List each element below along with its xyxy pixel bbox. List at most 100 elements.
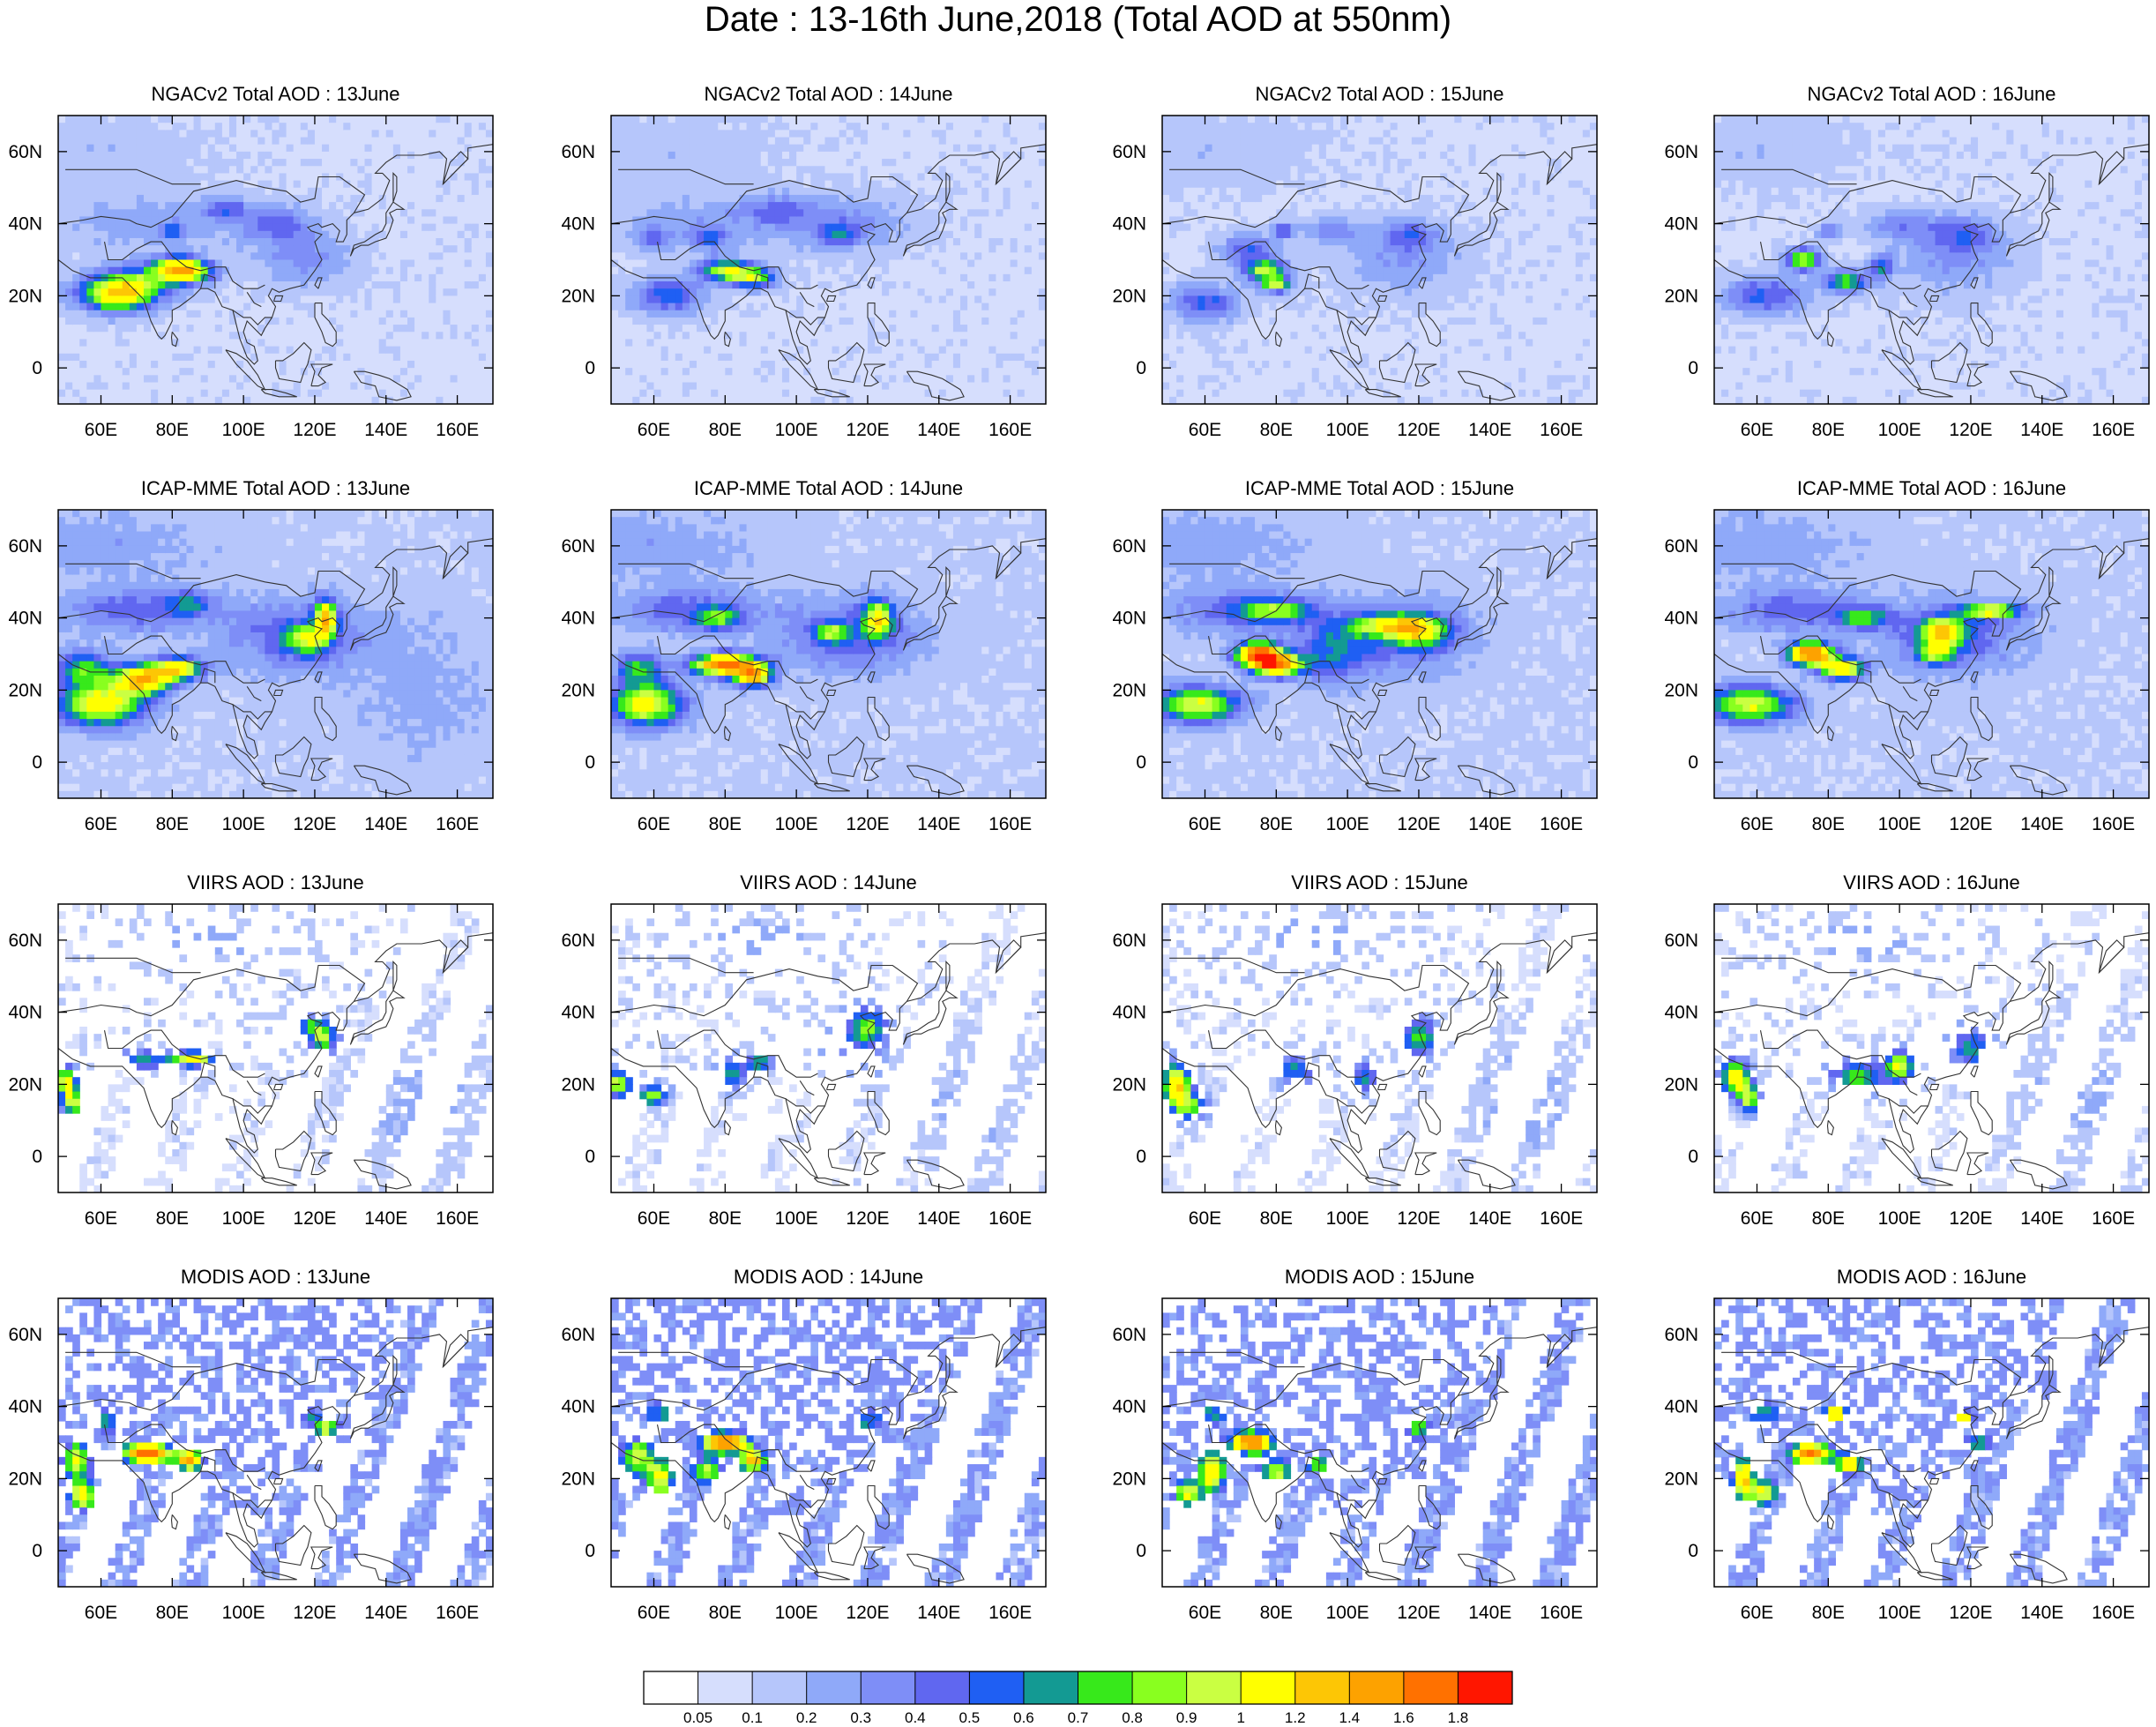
coastlines bbox=[58, 1327, 493, 1584]
x-tick-label: 100E bbox=[1878, 814, 1921, 834]
y-tick-label: 60N bbox=[1112, 142, 1146, 162]
x-tick-label: 140E bbox=[2020, 420, 2063, 440]
x-tick-label: 140E bbox=[364, 420, 407, 440]
x-tick-label: 60E bbox=[638, 420, 670, 440]
map-panel: ICAP-MME Total AOD : 16June 60E 80E 100E 120… bbox=[1664, 477, 2150, 834]
y-tick-label: 60N bbox=[1112, 931, 1146, 951]
y-tick-label: 20N bbox=[561, 680, 595, 700]
x-tick-label: 80E bbox=[156, 1603, 189, 1623]
colorbar-swatch bbox=[969, 1671, 1025, 1704]
panel-frame bbox=[57, 509, 494, 799]
map-panel: VIIRS AOD : 16June 60E 80E 100E 120E 140E 160E… bbox=[1664, 871, 2150, 1229]
x-tick-label: 120E bbox=[1949, 420, 1992, 440]
x-tick-label: 80E bbox=[1260, 1603, 1293, 1623]
x-tick-label: 80E bbox=[1812, 420, 1845, 440]
aod-field bbox=[1162, 116, 1597, 404]
x-tick-label: 160E bbox=[1540, 814, 1583, 834]
colorbar-label: 1.4 bbox=[1339, 1709, 1360, 1726]
y-tick-label: 0 bbox=[585, 358, 595, 378]
x-tick-label: 100E bbox=[1326, 814, 1369, 834]
x-tick-label: 160E bbox=[436, 420, 479, 440]
colorbar-label: 0.9 bbox=[1176, 1709, 1197, 1726]
y-tick-label: 20N bbox=[1664, 1469, 1698, 1489]
panel-frame bbox=[1713, 115, 2150, 405]
panel-frame bbox=[1161, 115, 1598, 405]
y-tick-label: 60N bbox=[1664, 1325, 1698, 1345]
y-tick-label: 0 bbox=[1688, 1147, 1698, 1167]
x-tick-label: 100E bbox=[1878, 420, 1921, 440]
x-tick-label: 160E bbox=[988, 814, 1032, 834]
x-tick-label: 140E bbox=[2020, 1208, 2063, 1229]
map-panel: MODIS AOD : 14June 60E 80E 100E 120E 140E 160E… bbox=[561, 1266, 1047, 1623]
y-tick-label: 60N bbox=[1664, 536, 1698, 557]
y-tick-label: 0 bbox=[32, 358, 42, 378]
colorbar-label: 0.6 bbox=[1013, 1709, 1034, 1726]
x-tick-label: 100E bbox=[222, 420, 265, 440]
x-tick-label: 140E bbox=[917, 1208, 960, 1229]
aod-field bbox=[611, 1298, 1046, 1587]
panel-title: MODIS AOD : 16June bbox=[1837, 1266, 2026, 1288]
colorbar-swatch bbox=[914, 1671, 970, 1704]
x-tick-label: 80E bbox=[1812, 814, 1845, 834]
x-tick-label: 60E bbox=[85, 420, 117, 440]
coastlines bbox=[611, 538, 1046, 796]
x-tick-label: 140E bbox=[1468, 420, 1511, 440]
map-panel: NGACv2 Total AOD : 13June 60E 80E 100E 120E 1… bbox=[8, 83, 494, 440]
x-tick-label: 100E bbox=[1878, 1603, 1921, 1623]
coastlines bbox=[1162, 144, 1597, 401]
x-tick-label: 160E bbox=[2092, 1208, 2135, 1229]
panel-frame bbox=[1161, 509, 1598, 799]
y-tick-label: 20N bbox=[1112, 1469, 1146, 1489]
colorbar-label: 0.7 bbox=[1068, 1709, 1089, 1726]
map-panel: ICAP-MME Total AOD : 13June 60E 80E 100E 120… bbox=[8, 477, 494, 834]
y-tick-label: 40N bbox=[1112, 1397, 1146, 1417]
panel-title: MODIS AOD : 15June bbox=[1285, 1266, 1474, 1288]
y-tick-label: 20N bbox=[561, 1469, 595, 1489]
y-tick-label: 0 bbox=[32, 752, 42, 773]
x-tick-label: 60E bbox=[85, 1603, 117, 1623]
x-tick-label: 120E bbox=[846, 1208, 889, 1229]
x-tick-label: 80E bbox=[156, 1208, 189, 1229]
y-tick-label: 60N bbox=[8, 931, 42, 951]
y-tick-label: 0 bbox=[32, 1541, 42, 1561]
colorbar-label: 0.8 bbox=[1122, 1709, 1143, 1726]
x-tick-label: 60E bbox=[1741, 1603, 1773, 1623]
aod-field bbox=[611, 116, 1046, 404]
x-tick-label: 80E bbox=[1812, 1208, 1845, 1229]
x-tick-label: 120E bbox=[293, 420, 336, 440]
colorbar-swatch bbox=[698, 1671, 753, 1704]
x-tick-label: 60E bbox=[1741, 1208, 1773, 1229]
colorbar-label: 1.2 bbox=[1285, 1709, 1306, 1726]
x-tick-label: 140E bbox=[917, 1603, 960, 1623]
panel-title: VIIRS AOD : 16June bbox=[1843, 871, 2020, 893]
x-tick-label: 120E bbox=[293, 1208, 336, 1229]
y-tick-label: 20N bbox=[1664, 1074, 1698, 1095]
coastlines bbox=[1162, 538, 1597, 796]
y-tick-label: 60N bbox=[8, 1325, 42, 1345]
y-tick-label: 40N bbox=[1664, 609, 1698, 629]
map-panel: VIIRS AOD : 15June 60E 80E 100E 120E 140E 160E… bbox=[1112, 871, 1598, 1229]
y-tick-label: 20N bbox=[1664, 680, 1698, 700]
y-tick-label: 60N bbox=[8, 142, 42, 162]
y-tick-label: 60N bbox=[561, 1325, 595, 1345]
x-tick-label: 100E bbox=[222, 1208, 265, 1229]
aod-field bbox=[1714, 510, 2149, 798]
y-tick-label: 0 bbox=[585, 1147, 595, 1167]
map-panel: VIIRS AOD : 13June 60E 80E 100E 120E 140E 160E… bbox=[8, 871, 494, 1229]
x-tick-label: 140E bbox=[1468, 814, 1511, 834]
colorbar-label: 0.5 bbox=[959, 1709, 981, 1726]
colorbar-label: 0.05 bbox=[683, 1709, 712, 1726]
x-tick-label: 120E bbox=[1949, 1208, 1992, 1229]
x-tick-label: 60E bbox=[638, 814, 670, 834]
y-tick-label: 20N bbox=[8, 680, 42, 700]
colorbar-label: 0.2 bbox=[796, 1709, 817, 1726]
x-tick-label: 60E bbox=[85, 814, 117, 834]
x-tick-label: 160E bbox=[988, 1603, 1032, 1623]
map-panel: MODIS AOD : 13June 60E 80E 100E 120E 140E 160E… bbox=[8, 1266, 494, 1623]
figure-title: Date : 13-16th June,2018 (Total AOD at 5… bbox=[0, 0, 2156, 44]
panel-title: MODIS AOD : 13June bbox=[181, 1266, 370, 1288]
y-tick-label: 40N bbox=[561, 1397, 595, 1417]
y-tick-label: 40N bbox=[1112, 1003, 1146, 1023]
panel-title: VIIRS AOD : 13June bbox=[187, 871, 364, 893]
